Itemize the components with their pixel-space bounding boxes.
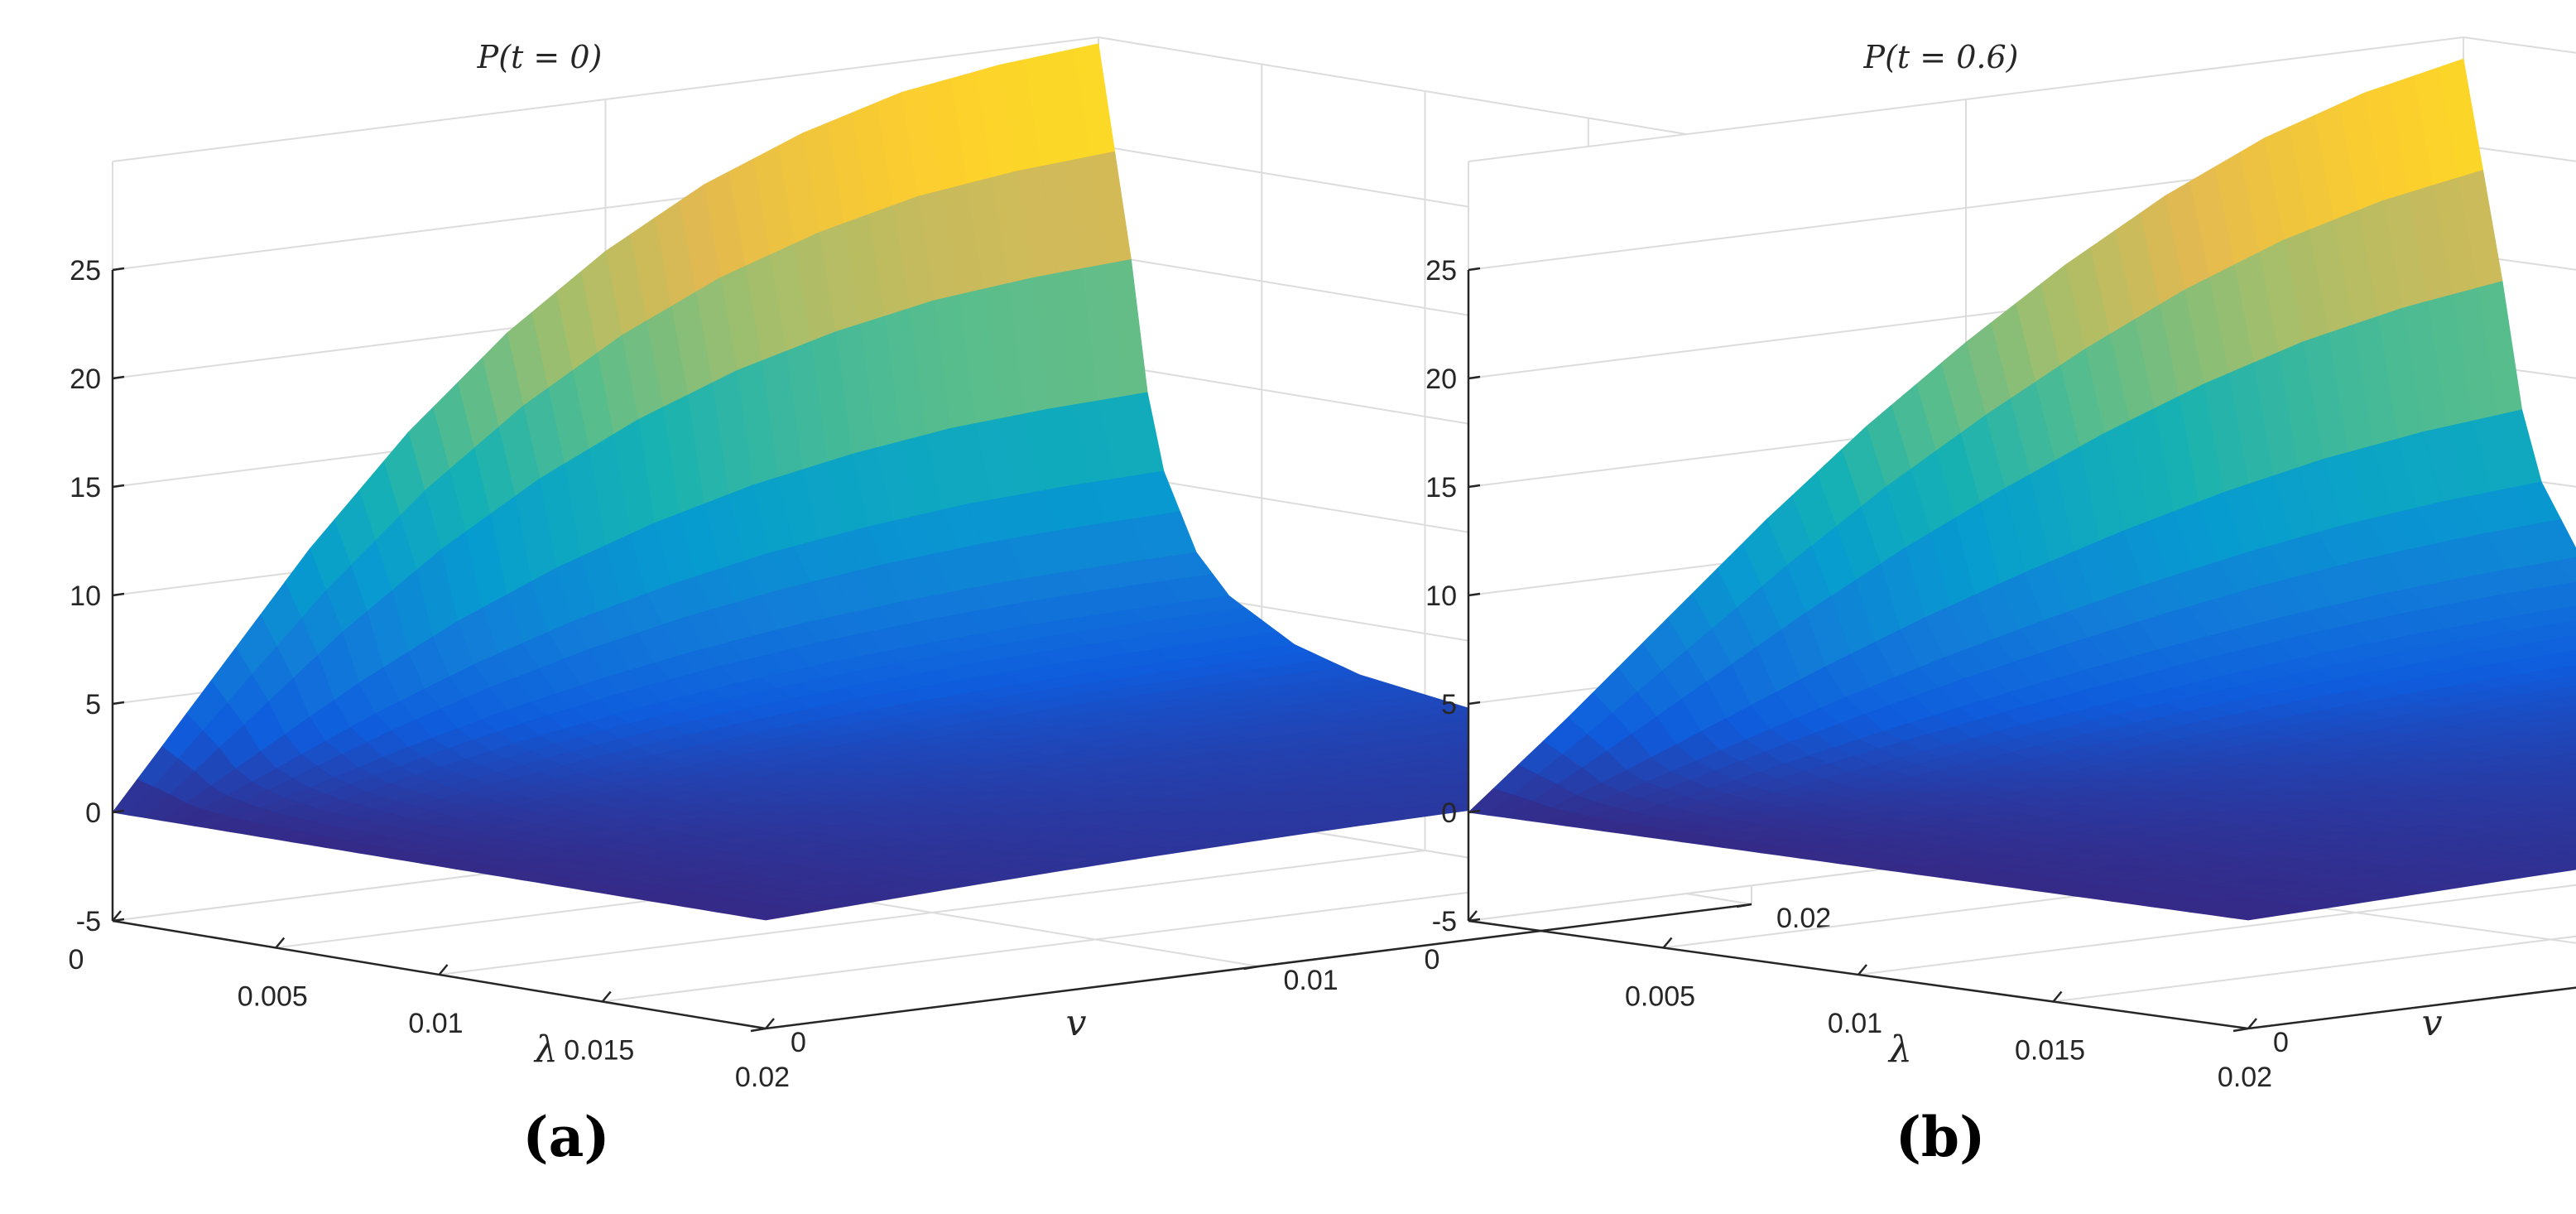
lambda-tick-label: 0.005: [1625, 981, 1695, 1013]
surface: [1468, 58, 2576, 921]
surface-patch: [749, 913, 791, 921]
z-tick-mark: [112, 267, 125, 272]
lambda-tick-label: 0.005: [238, 981, 308, 1013]
z-tick-mark: [1468, 484, 1481, 489]
z-tick-label: -5: [76, 906, 101, 937]
panel-label: (a): [522, 1105, 609, 1169]
v-tick-label: 0.02: [1776, 903, 1831, 934]
v-tick-mark: [1243, 965, 1259, 971]
surface-patch: [2563, 759, 2576, 766]
z-tick-mark: [112, 375, 125, 380]
lambda-tick-label: 0.02: [735, 1062, 790, 1093]
z-tick-label: 25: [1425, 255, 1457, 287]
z-tick-label: 5: [85, 689, 101, 720]
z-tick-label: 15: [70, 472, 101, 503]
lambda-axis-label: λ: [1887, 1029, 1912, 1071]
lambda-tick-mark: [275, 937, 286, 949]
lambda-tick-mark: [2052, 990, 2063, 1003]
lambda-tick-mark: [765, 1018, 775, 1029]
z-tick-label: 10: [1425, 581, 1457, 612]
z-tick-mark: [1468, 267, 1481, 272]
z-tick-mark: [1468, 701, 1481, 706]
z-tick-mark: [1468, 918, 1481, 923]
z-tick-mark: [112, 592, 125, 597]
surface-plot-panel-b: -5051015202500.0050.010.0150.0200.010.02…: [1425, 36, 2576, 1169]
chart-title: P(t = 0.6): [1863, 39, 2019, 75]
surface-patch: [2563, 620, 2576, 631]
z-tick-label: 25: [70, 255, 101, 287]
chart-title: P(t = 0): [477, 39, 603, 75]
lambda-tick-label: 0.015: [2015, 1035, 2085, 1067]
v-tick-mark: [750, 1027, 767, 1033]
z-tick-mark: [112, 701, 125, 706]
surface: [112, 43, 1752, 921]
z-tick-label: 0: [1441, 797, 1457, 829]
lambda-tick-label: 0.015: [564, 1035, 634, 1067]
z-tick-mark: [112, 809, 125, 814]
lambda-tick-mark: [1468, 910, 1478, 922]
z-tick-label: 0: [85, 797, 101, 829]
z-tick-mark: [1468, 592, 1481, 597]
lambda-tick-mark: [601, 990, 612, 1003]
z-tick-mark: [1468, 809, 1481, 814]
lambda-tick-mark: [1858, 964, 1867, 976]
lambda-tick-mark: [2247, 1018, 2257, 1029]
z-tick-label: -5: [1432, 906, 1457, 937]
v-tick-label: 0.01: [1284, 965, 1338, 996]
z-tick-mark: [112, 918, 125, 923]
v-tick-mark: [2232, 1027, 2249, 1033]
v-tick-label: 0: [791, 1027, 806, 1058]
lambda-tick-label: 0.01: [1828, 1008, 1882, 1039]
panel-label: (b): [1896, 1105, 1986, 1169]
surface-patch: [2564, 820, 2576, 825]
lambda-axis-label: λ: [533, 1029, 558, 1071]
surface-patch: [2228, 913, 2274, 921]
v-axis-label: v: [2422, 1002, 2443, 1044]
gridline-lambda-floor: [2247, 986, 2576, 1029]
lambda-tick-label: 0.01: [408, 1008, 463, 1039]
lambda-tick-mark: [112, 910, 122, 922]
lambda-tick-label: 0.02: [2218, 1062, 2272, 1093]
lambda-tick-label: 0: [69, 944, 84, 976]
lambda-tick-mark: [438, 964, 449, 976]
v-tick-label: 0: [2273, 1027, 2289, 1058]
lambda-tick-label: 0: [1425, 944, 1440, 976]
v-axis-label: v: [1066, 1002, 1087, 1044]
v-axis-line: [2247, 986, 2576, 1030]
z-tick-label: 20: [1425, 364, 1457, 395]
z-tick-label: 15: [1425, 472, 1457, 503]
z-tick-mark: [1468, 375, 1481, 380]
z-tick-mark: [112, 484, 125, 489]
v-tick-mark: [1736, 903, 1752, 908]
z-tick-label: 5: [1441, 689, 1457, 720]
surface-patch: [2566, 788, 2576, 792]
z-tick-label: 10: [70, 581, 101, 612]
lambda-tick-mark: [1662, 937, 1673, 949]
surface-patch: [2565, 720, 2576, 726]
z-tick-label: 20: [70, 364, 101, 395]
